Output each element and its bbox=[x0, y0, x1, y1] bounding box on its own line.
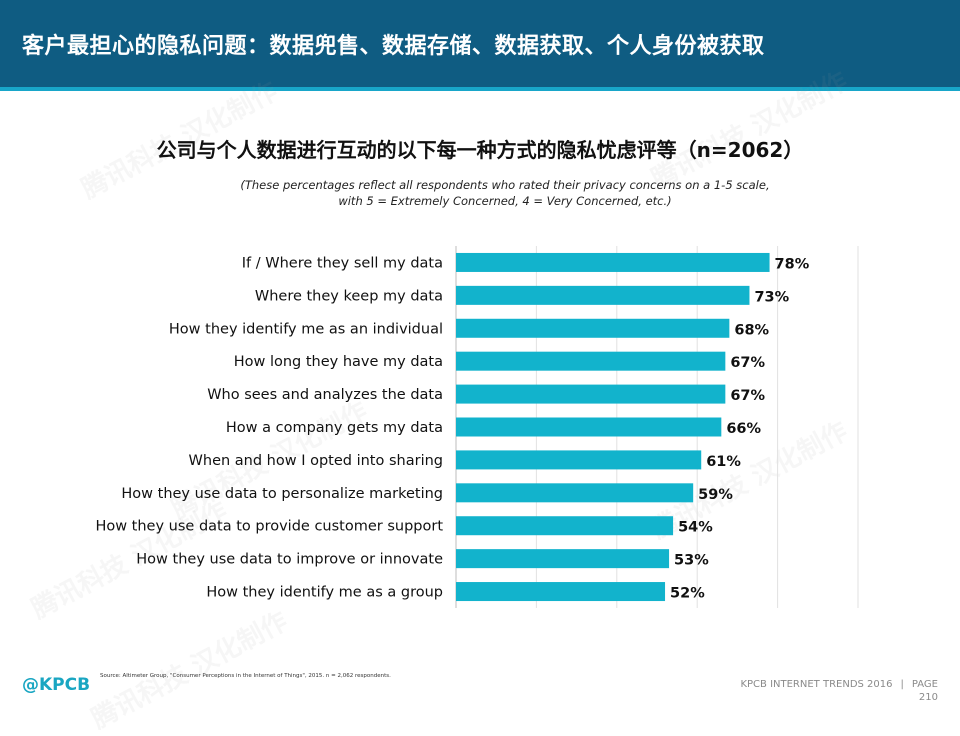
header-bar: 客户最担心的隐私问题：数据兜售、数据存储、数据获取、个人身份被获取 bbox=[0, 0, 960, 91]
category-label: If / Where they sell my data bbox=[242, 255, 443, 271]
chart-subtitle-line-1: (These percentages reflect all responden… bbox=[240, 178, 770, 192]
bar bbox=[456, 450, 702, 470]
bar bbox=[456, 351, 726, 371]
bar bbox=[456, 582, 666, 602]
source-note: Source: Altimeter Group, "Consumer Perce… bbox=[100, 673, 391, 679]
chart-subtitle-line-2: with 5 = Extremely Concerned, 4 = Very C… bbox=[338, 194, 672, 208]
category-label: How they use data to personalize marketi… bbox=[121, 486, 443, 502]
data-label: 66% bbox=[726, 421, 761, 437]
footer-divider: | bbox=[900, 679, 904, 690]
data-label: 67% bbox=[730, 355, 765, 371]
data-label: 52% bbox=[670, 586, 705, 602]
data-label: 78% bbox=[775, 256, 810, 272]
category-label: How a company gets my data bbox=[226, 420, 443, 436]
category-label: How long they have my data bbox=[234, 354, 443, 370]
category-label: Who sees and analyzes the data bbox=[207, 387, 443, 403]
data-label: 59% bbox=[698, 487, 733, 503]
category-label: How they identify me as an individual bbox=[169, 321, 443, 337]
data-label: 68% bbox=[734, 322, 769, 338]
data-label: 54% bbox=[678, 520, 713, 536]
data-label: 67% bbox=[730, 388, 765, 404]
bar bbox=[456, 252, 770, 272]
bar bbox=[456, 384, 726, 404]
page-title: 客户最担心的隐私问题：数据兜售、数据存储、数据获取、个人身份被获取 bbox=[22, 34, 765, 59]
kpcb-logo: @KPCB bbox=[22, 675, 91, 695]
category-label: Where they keep my data bbox=[255, 288, 443, 304]
page-number: 210 bbox=[918, 692, 938, 703]
category-label: How they identify me as a group bbox=[206, 585, 443, 601]
bar bbox=[456, 417, 722, 437]
page-footer: KPCB INTERNET TRENDS 2016 | PAGE 210 bbox=[740, 678, 938, 704]
category-label: How they use data to provide customer su… bbox=[95, 519, 443, 535]
bar bbox=[456, 516, 674, 536]
bar-chart: If / Where they sell my data 78% Where the… bbox=[95, 246, 859, 608]
data-label: 53% bbox=[674, 553, 709, 569]
data-label: 61% bbox=[706, 454, 741, 470]
bar bbox=[456, 483, 694, 503]
page-label: PAGE bbox=[911, 679, 938, 690]
bar bbox=[456, 285, 750, 305]
category-label: How they use data to improve or innovate bbox=[136, 552, 443, 568]
data-label: 73% bbox=[754, 289, 789, 305]
report-name: KPCB INTERNET TRENDS 2016 bbox=[740, 679, 893, 690]
category-label: When and how I opted into sharing bbox=[189, 453, 443, 469]
bar bbox=[456, 549, 670, 569]
bar bbox=[456, 318, 730, 338]
header-accent-stripe bbox=[0, 87, 960, 91]
chart-title: 公司与个人数据进行互动的以下每一种方式的隐私忧虑评等（n=2062） bbox=[156, 138, 804, 162]
chart-subtitle: (These percentages reflect all responden… bbox=[0, 177, 960, 209]
